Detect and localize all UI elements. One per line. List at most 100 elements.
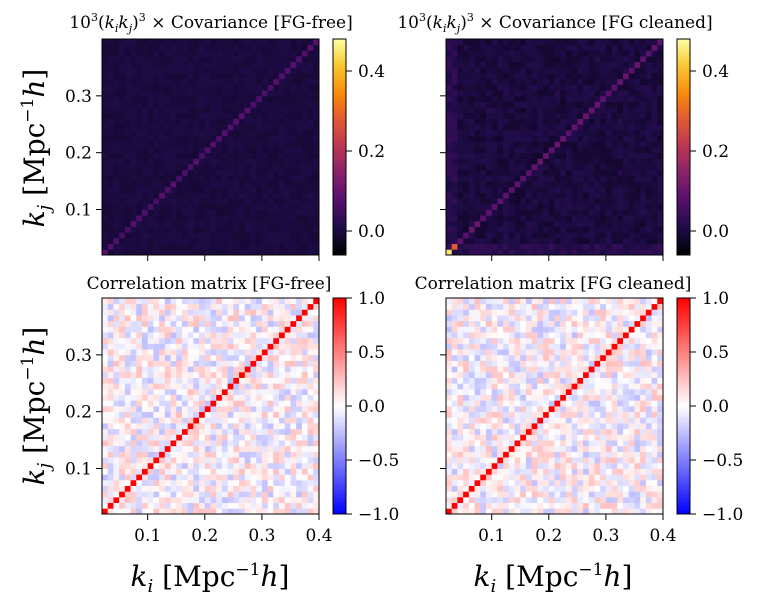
heatmap-cell — [153, 243, 160, 250]
diagonal-cell — [124, 226, 131, 233]
heatmap-cell — [210, 56, 217, 63]
heatmap-cell — [256, 39, 263, 46]
heatmap-cell — [571, 61, 578, 68]
heatmap-cell — [457, 73, 464, 80]
heatmap-cell — [503, 95, 510, 102]
heatmap-cell — [176, 508, 183, 515]
heatmap-cell — [290, 181, 297, 188]
heatmap-cell — [233, 44, 240, 51]
heatmap-cell — [301, 394, 308, 401]
heatmap-cell — [193, 428, 200, 435]
heatmap-cell — [250, 468, 257, 475]
heatmap-cell — [537, 152, 544, 159]
heatmap-cell — [136, 249, 143, 256]
colorbar-segment — [677, 49, 690, 53]
heatmap-cell — [474, 135, 481, 142]
heatmap-cell — [210, 112, 217, 119]
heatmap-cell — [181, 508, 189, 515]
heatmap-cell — [485, 388, 493, 396]
heatmap-cell — [147, 237, 154, 245]
heatmap-cell — [216, 147, 223, 154]
heatmap-cell — [164, 243, 171, 250]
heatmap-cell — [113, 462, 120, 469]
heatmap-cell — [250, 474, 257, 481]
heatmap-cell — [233, 164, 240, 171]
heatmap-cell — [119, 220, 126, 227]
colorbar-segment — [677, 98, 690, 102]
heatmap-cell — [113, 485, 120, 492]
heatmap-cell — [119, 406, 126, 413]
heatmap-cell — [216, 383, 223, 390]
heatmap-cell — [474, 445, 481, 452]
heatmap-cell — [199, 423, 206, 430]
heatmap-cell — [468, 303, 475, 310]
heatmap-cell — [296, 383, 303, 390]
heatmap-cell — [605, 147, 612, 154]
heatmap-cell — [279, 203, 286, 210]
heatmap-cell — [446, 192, 453, 199]
heatmap-cell — [216, 181, 223, 188]
heatmap-cell — [457, 388, 464, 396]
colorbar-segment — [333, 47, 346, 51]
heatmap-cell — [267, 107, 274, 114]
heatmap-cell — [227, 428, 234, 435]
heatmap-cell — [279, 428, 286, 435]
heatmap-cell — [290, 158, 297, 165]
heatmap-cell — [102, 198, 109, 205]
heatmap-cell — [645, 39, 652, 46]
heatmap-cell — [313, 474, 320, 481]
heatmap-cell — [628, 107, 635, 114]
heatmap-cell — [239, 249, 246, 256]
diagonal-cell — [239, 112, 246, 119]
heatmap-cell — [170, 496, 177, 504]
heatmap-cell — [153, 479, 160, 486]
heatmap-cell — [130, 417, 137, 424]
heatmap-cell — [301, 147, 308, 154]
heatmap-cell — [543, 175, 550, 182]
diagonal-cell — [261, 90, 268, 97]
heatmap-cell — [261, 326, 268, 333]
heatmap-cell — [485, 192, 493, 199]
heatmap-cell — [600, 232, 607, 239]
heatmap-cell — [491, 457, 498, 464]
heatmap-cell — [233, 462, 240, 469]
heatmap-cell — [102, 496, 109, 504]
heatmap-cell — [290, 502, 297, 509]
heatmap-cell — [571, 152, 578, 159]
heatmap-cell — [543, 90, 550, 97]
heatmap-cell — [588, 90, 595, 97]
heatmap-cell — [554, 73, 561, 80]
heatmap-cell — [307, 209, 314, 216]
heatmap-cell — [227, 50, 234, 57]
heatmap-cell — [221, 220, 229, 227]
heatmap-cell — [130, 198, 137, 205]
heatmap-cell — [181, 496, 189, 504]
heatmap-cell — [204, 209, 211, 216]
heatmap-cell — [216, 326, 223, 333]
heatmap-cell — [227, 508, 234, 515]
heatmap-cell — [256, 332, 263, 339]
heatmap-cell — [102, 343, 109, 350]
heatmap-cell — [244, 502, 251, 509]
heatmap-cell — [181, 337, 189, 344]
heatmap-cell — [164, 237, 171, 245]
heatmap-cell — [136, 394, 143, 401]
panel-correlation-fg-cleaned: 0.1 0.2 0.3 0.41.00.50.0−0.5−1.0 — [440, 289, 743, 546]
heatmap-cell — [164, 417, 171, 424]
heatmap-cell — [199, 326, 206, 333]
heatmap-cell — [204, 349, 211, 356]
heatmap-cell — [216, 400, 223, 407]
heatmap-cell — [113, 417, 120, 424]
heatmap-cell — [210, 508, 217, 515]
heatmap-cell — [463, 423, 470, 430]
heatmap-cell — [463, 67, 470, 74]
heatmap-cell — [233, 360, 240, 367]
heatmap-cell — [651, 39, 658, 46]
heatmap-cell — [474, 95, 481, 102]
heatmap-cell — [588, 164, 595, 171]
heatmap-cell — [153, 169, 160, 176]
heatmap-cell — [611, 61, 618, 68]
heatmap-cell — [520, 112, 527, 119]
heatmap-cell — [261, 95, 268, 102]
heatmap-cell — [497, 243, 504, 250]
